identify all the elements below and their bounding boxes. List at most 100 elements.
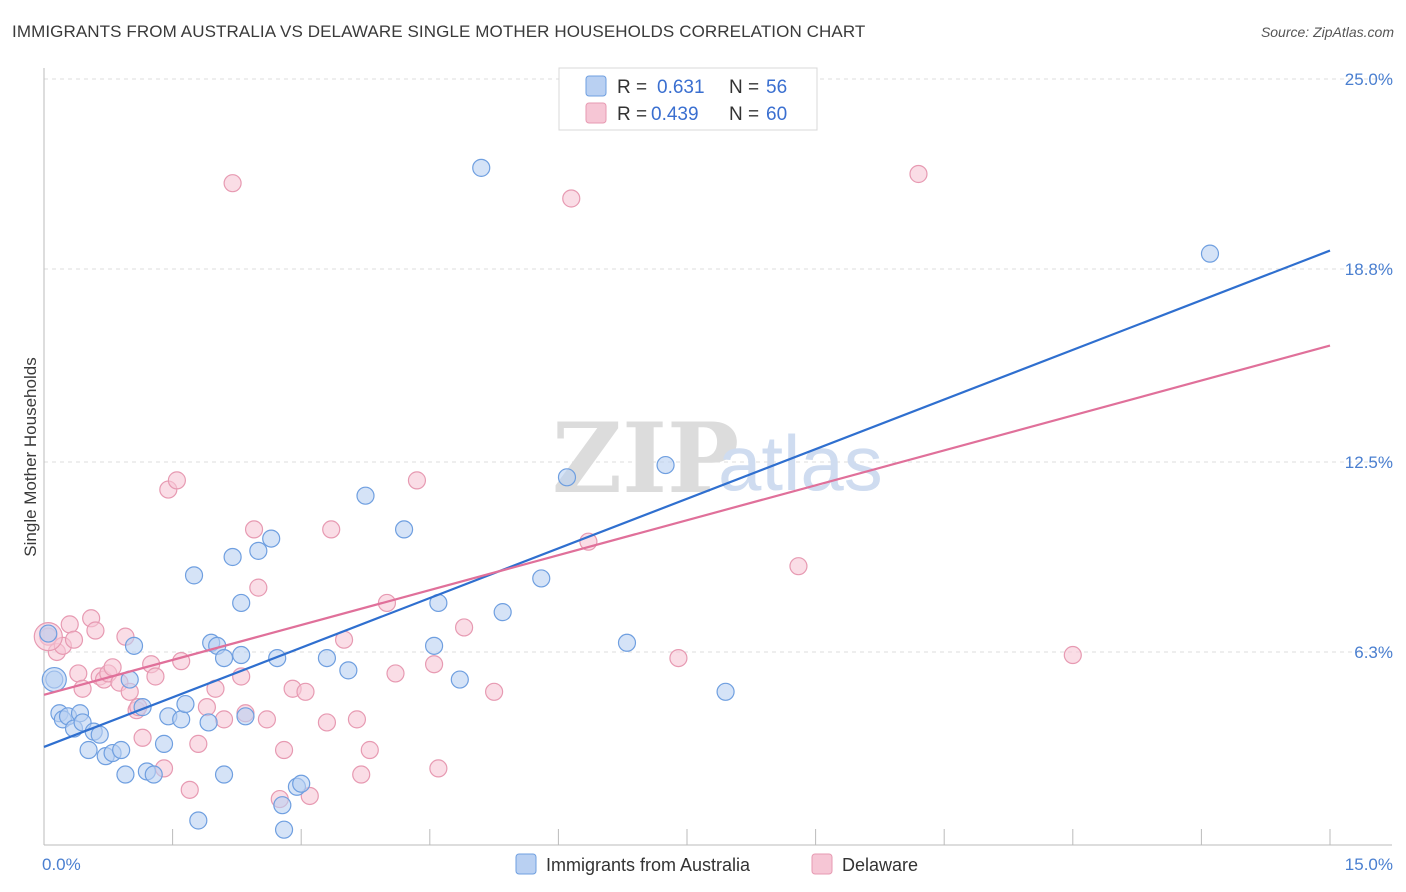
data-point (79, 740, 98, 760)
y-tick-label: 25.0% (1345, 70, 1393, 89)
data-point (116, 765, 135, 784)
data-point (103, 658, 122, 677)
legend-r-label-1: R = (617, 77, 647, 98)
correlation-legend: R = 0.631 N = 56 R = 0.439 N = 60 (558, 67, 818, 131)
data-point (386, 664, 405, 683)
legend-n-value-2: 60 (766, 104, 787, 125)
data-point (223, 174, 242, 193)
bottom-legend-label-delaware: Delaware (842, 855, 918, 875)
data-point (214, 765, 234, 784)
bottom-legend-swatch-pink (811, 853, 833, 875)
data-point (617, 633, 637, 652)
data-point (562, 189, 581, 208)
data-point (339, 661, 358, 680)
data-point (789, 557, 808, 576)
watermark: ZIP atlas (552, 402, 883, 515)
bottom-legend-swatch-blue (515, 853, 537, 875)
chart-title: IMMIGRANTS FROM AUSTRALIA VS DELAWARE SI… (12, 22, 866, 41)
data-point (189, 811, 208, 830)
data-point (184, 566, 204, 585)
data-point (360, 740, 379, 760)
data-point (199, 713, 218, 732)
legend-r-label-2: R = (617, 104, 647, 125)
data-point (154, 734, 174, 753)
data-point (407, 471, 427, 490)
data-point (133, 728, 152, 747)
data-point (472, 158, 491, 177)
data-point (1063, 645, 1082, 665)
data-point (244, 520, 264, 539)
data-point (257, 710, 277, 729)
legend-swatch-pink (585, 102, 607, 124)
data-point (1200, 244, 1220, 263)
data-point (424, 655, 444, 674)
data-point (124, 636, 144, 655)
data-point (485, 682, 504, 701)
data-point (262, 529, 281, 548)
data-point (39, 624, 58, 643)
data-point (493, 603, 512, 622)
data-point (557, 468, 577, 487)
data-point (86, 621, 105, 640)
trend-line (43, 344, 1331, 696)
bottom-legend-label-australia: Immigrants from Australia (546, 855, 751, 875)
data-point (176, 694, 195, 714)
data-point (249, 578, 268, 597)
data-point (249, 541, 268, 560)
data-point (64, 630, 84, 649)
trend-lines (43, 249, 1331, 748)
legend-n-label-1: N = (729, 77, 759, 98)
chart-source: Source: ZipAtlas.com (1260, 24, 1394, 40)
data-point (347, 710, 367, 729)
data-point (197, 698, 216, 717)
legend-swatch-blue (585, 75, 607, 97)
data-point (112, 740, 131, 760)
y-tick-label: 6.3% (1354, 643, 1393, 662)
data-point (167, 471, 186, 490)
legend-r-value-1: 0.631 (657, 77, 705, 98)
data-point (292, 774, 311, 793)
series-legend: Immigrants from Australia Delaware (515, 853, 918, 875)
data-point (424, 636, 444, 655)
series-australia-points (39, 158, 1220, 839)
data-point (394, 520, 414, 539)
data-point (532, 569, 551, 588)
data-point (180, 780, 199, 799)
legend-r-value-2: 0.439 (651, 104, 699, 125)
legend-n-label-2: N = (729, 104, 759, 125)
y-tick-labels: 6.3% 12.5% 18.8% 25.0% (1345, 70, 1393, 662)
data-point (656, 455, 675, 475)
data-point (356, 486, 375, 505)
data-point (669, 648, 688, 668)
x-tick-label: 0.0% (42, 855, 81, 874)
data-point (144, 765, 163, 784)
data-point (69, 664, 88, 683)
data-point (296, 682, 315, 701)
data-point (317, 713, 337, 732)
data-point (232, 593, 251, 613)
x-tick-labels: 0.0% 15.0% (42, 855, 1393, 874)
data-point (223, 547, 242, 567)
legend-n-value-1: 56 (766, 77, 787, 98)
data-point (429, 759, 448, 778)
axes (43, 68, 1392, 846)
data-point (274, 740, 294, 760)
data-point (454, 618, 474, 637)
x-tick-label: 15.0% (1345, 855, 1393, 874)
data-point (146, 667, 165, 686)
data-point (41, 666, 67, 693)
trend-line (43, 249, 1331, 748)
data-point (450, 670, 469, 689)
y-tick-label: 12.5% (1345, 453, 1393, 472)
y-axis-label: Single Mother Households (21, 357, 40, 556)
data-point (214, 710, 234, 729)
watermark-zip: ZIP (552, 402, 739, 515)
data-point (60, 615, 79, 634)
data-point (716, 682, 735, 701)
data-point (317, 648, 337, 668)
y-tick-label: 18.8% (1345, 260, 1393, 279)
data-point (232, 645, 251, 665)
data-point (236, 707, 255, 726)
data-point (909, 164, 928, 184)
